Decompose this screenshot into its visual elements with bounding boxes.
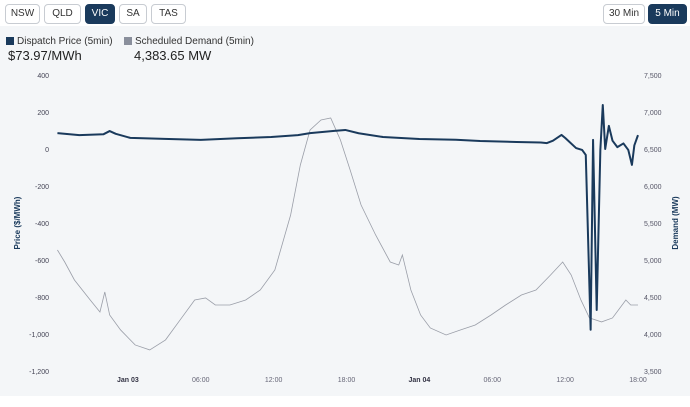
region-tab-qld[interactable]: QLD [44, 4, 81, 24]
chart-panel [0, 26, 690, 396]
region-tab-sa[interactable]: SA [119, 4, 147, 24]
legend-demand[interactable]: Scheduled Demand (5min) 4,383.65 MW [124, 36, 254, 63]
region-tab-tas[interactable]: TAS [151, 4, 186, 24]
interval-5-min-button[interactable]: 5 Min [648, 4, 687, 24]
legend-price[interactable]: Dispatch Price (5min) $73.97/MWh [6, 36, 113, 63]
legend-demand-label: Scheduled Demand (5min) [135, 36, 254, 47]
interval-30-min-button[interactable]: 30 Min [603, 4, 645, 24]
legend-price-value: $73.97/MWh [8, 48, 82, 63]
region-tab-nsw[interactable]: NSW [5, 4, 40, 24]
demand-swatch [124, 37, 132, 45]
legend-demand-value: 4,383.65 MW [134, 48, 212, 63]
legend-price-label: Dispatch Price (5min) [17, 36, 113, 47]
region-tab-vic[interactable]: VIC [85, 4, 115, 24]
toolbar: NSW QLD VIC SA TAS 30 Min 5 Min [0, 0, 690, 26]
price-swatch [6, 37, 14, 45]
